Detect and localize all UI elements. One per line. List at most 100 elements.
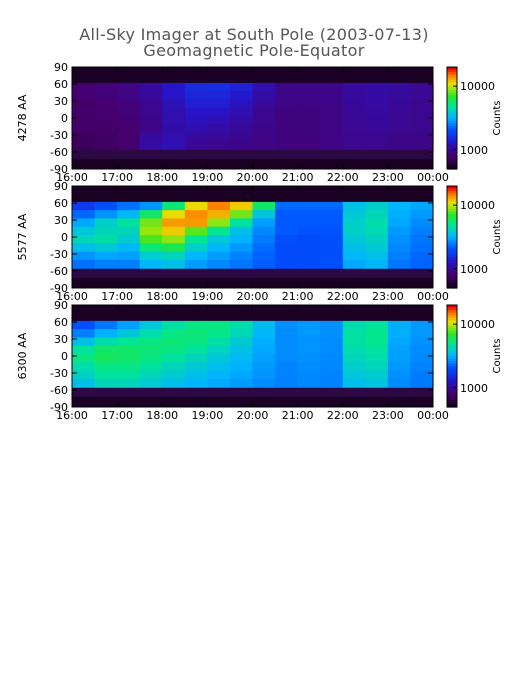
heatmap-cell [162,320,186,330]
heatmap-cell [72,243,96,253]
heatmap-cell [162,243,186,253]
heatmap-cell [139,132,163,142]
heatmap-cell [410,362,434,372]
heatmap-cell [207,124,231,134]
heatmap-cell [275,320,299,330]
lower-haze [72,387,433,397]
heatmap-cell [297,82,321,92]
heatmap-cell [162,116,186,125]
heatmap-cell [275,201,299,211]
heatmap-cell [342,107,366,117]
heatmap-cell [320,345,344,355]
heatmap-cell [252,329,276,339]
heatmap-cell [139,354,163,363]
colorbar-swatch [447,376,457,380]
heatmap-cell [320,210,344,220]
colorbar-swatch [447,356,457,360]
heatmap-cell [252,378,276,388]
heatmap-cell [275,226,299,236]
heatmap-cell [184,362,208,372]
heatmap-cell [342,91,366,101]
heatmap-cell [117,320,141,330]
colorbar-swatch [447,87,457,91]
heatmap-cell [72,354,96,363]
heatmap-cell [297,235,321,244]
heatmap-cell [207,226,231,236]
heatmap-cell [117,218,141,228]
heatmap-cell [320,354,344,363]
heatmap-cell [387,99,412,109]
heatmap-cell [410,218,434,228]
heatmap-cell [297,370,321,380]
heatmap-cell [72,218,96,228]
colorbar-swatch [447,335,457,339]
heatmap-cell [94,218,118,228]
heatmap-cell [320,235,344,244]
heatmap-cell [72,259,96,269]
heatmap-cell [297,91,321,101]
heatmap-cell [342,378,366,388]
heatmap-cell [342,370,366,380]
heatmap-cell [275,99,299,109]
heatmap-cell [229,132,254,142]
heatmap-cell [252,259,276,269]
heatmap-cell [162,210,186,220]
heatmap-cell [365,124,389,134]
colorbar-tick-label: 1000 [460,382,488,395]
heatmap-cell [229,243,254,253]
heatmap-cell [365,116,389,125]
heatmap-cell [387,235,412,244]
colorbar-swatch [447,219,457,223]
colorbar-frame [446,66,458,170]
heatmap-cell [139,320,163,330]
colorbar-swatch [447,77,457,81]
heatmap-cell [184,251,208,261]
heatmap-cell [207,210,231,220]
colorbar-swatch [447,82,457,86]
heatmap-cell [229,251,254,261]
heatmap-cell [387,251,412,261]
heatmap-cell [94,345,118,355]
heatmap-cell [162,140,186,150]
heatmap-cell [162,354,186,363]
x-tick-label: 16:00 [56,171,88,184]
heatmap-cell [365,337,389,347]
heatmap-cell [320,259,344,269]
heatmap-cell [275,107,299,117]
chart-title: All-Sky Imager at South Pole (2003-07-13… [79,25,429,44]
heatmap-cell [72,140,96,150]
heatmap-cell [410,226,434,236]
heatmap-cell [275,345,299,355]
colorbar: 10000 1000 Counts [446,304,503,408]
heatmap-cell [94,235,118,244]
heatmap-cell [387,201,412,211]
colorbar-swatch [447,79,457,83]
colorbar-swatch [447,156,457,160]
heatmap-cell [72,235,96,244]
colorbar-swatch [447,378,457,383]
heatmap-cell [184,91,208,101]
heatmap-cell [139,378,163,388]
heatmap-cell [342,201,366,211]
heatmap-cell [207,259,231,269]
heatmap-cell [275,362,299,372]
colorbar-swatch [447,112,457,117]
heatmap-cell [387,107,412,117]
colorbar-label: Counts [492,339,503,374]
colorbar-swatch [447,401,457,406]
heatmap-cell [207,91,231,101]
heatmap-cell [297,124,321,134]
colorbar-swatch [447,348,457,352]
heatmap-cell [229,259,254,269]
heatmap-cell [275,354,299,363]
heatmap-cell [117,251,141,261]
heatmap-cell [162,218,186,228]
heatmap-cell [162,345,186,355]
heatmap-cell [72,116,96,125]
heatmap-cell [94,124,118,134]
colorbar-swatch [447,163,457,168]
colorbar-swatch [447,265,457,269]
heatmap-cell [94,140,118,150]
x-tick-label: 21:00 [282,171,314,184]
heatmap-cell [72,226,96,236]
